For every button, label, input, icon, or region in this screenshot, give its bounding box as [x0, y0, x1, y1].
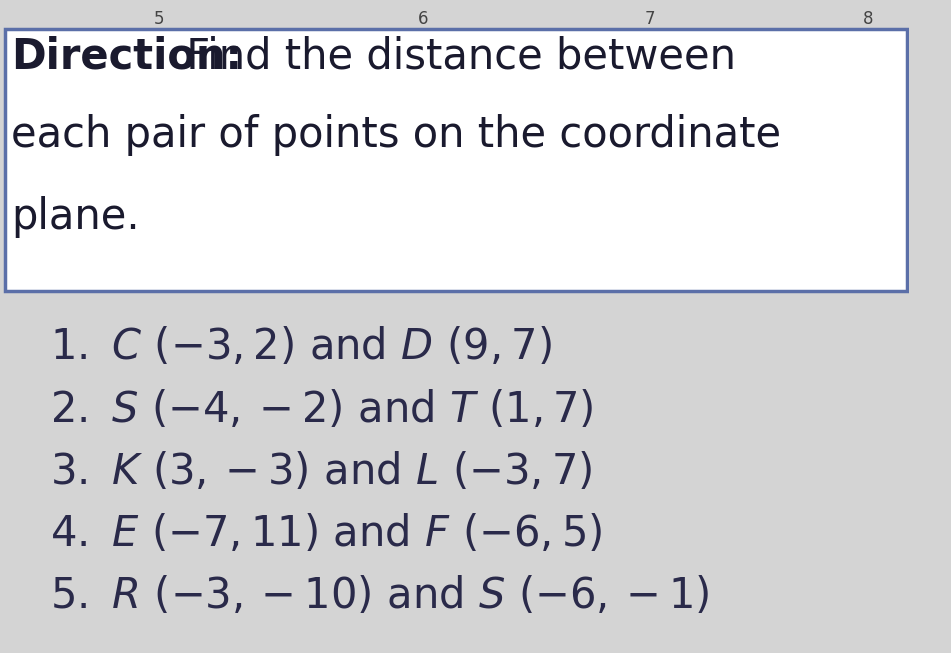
Text: Direction:: Direction:: [10, 36, 243, 78]
Text: $2.\ \mathit{S}\ (−4, −2)\ \mathrm{and}\ \mathit{T}\ (1, 7)$: $2.\ \mathit{S}\ (−4, −2)\ \mathrm{and}\…: [50, 389, 593, 430]
Text: $4.\ \mathit{E}\ (−7, 11)\ \mathrm{and}\ \mathit{F}\ (−6, 5)$: $4.\ \mathit{E}\ (−7, 11)\ \mathrm{and}\…: [50, 513, 602, 554]
Text: Find the distance between: Find the distance between: [173, 36, 736, 78]
FancyBboxPatch shape: [5, 29, 907, 291]
Text: $1.\ \mathit{C}\ (−3, 2)\ \mathrm{and}\ \mathit{D}\ (9, 7)$: $1.\ \mathit{C}\ (−3, 2)\ \mathrm{and}\ …: [50, 326, 552, 368]
Text: each pair of points on the coordinate: each pair of points on the coordinate: [10, 114, 781, 156]
Text: 8: 8: [863, 10, 873, 28]
Text: 7: 7: [645, 10, 655, 28]
Text: $3.\ \mathit{K}\ (3, −3)\ \mathrm{and}\ \mathit{L}\ (−3, 7)$: $3.\ \mathit{K}\ (3, −3)\ \mathrm{and}\ …: [50, 451, 592, 492]
Text: plane.: plane.: [10, 196, 140, 238]
Text: 6: 6: [417, 10, 428, 28]
Text: 5: 5: [154, 10, 165, 28]
Text: $5.\ \mathit{R}\ (−3, −10)\ \mathrm{and}\ \mathit{S}\ (−6, −1)$: $5.\ \mathit{R}\ (−3, −10)\ \mathrm{and}…: [50, 575, 709, 616]
